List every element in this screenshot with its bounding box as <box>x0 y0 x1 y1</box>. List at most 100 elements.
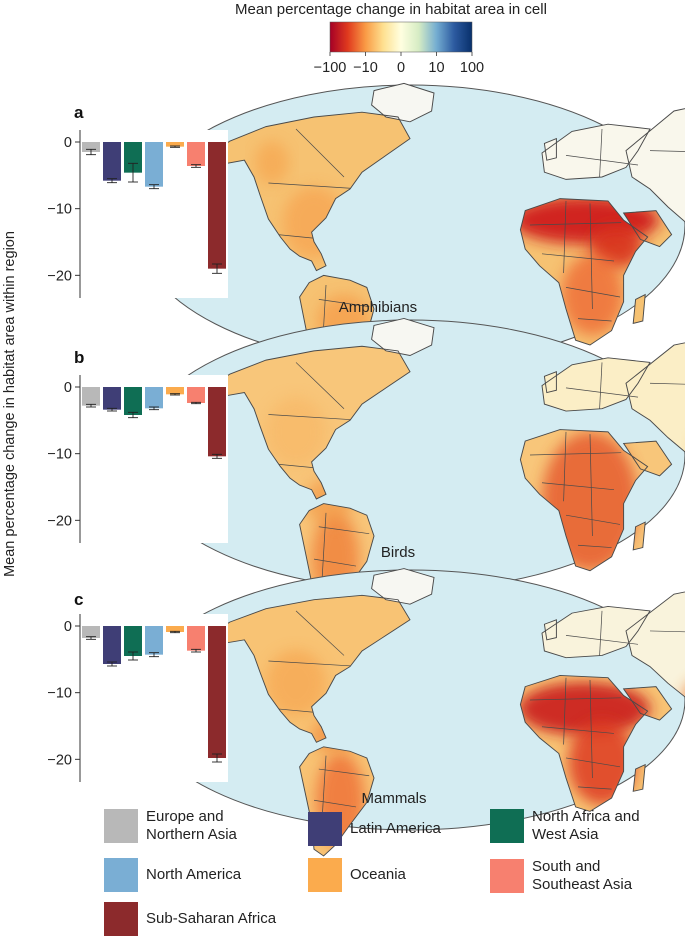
colorbar-tick-label: 0 <box>397 60 405 76</box>
coastline <box>207 594 411 743</box>
legend-label-line: North America <box>146 866 242 883</box>
world-map: Amphibians <box>134 82 685 394</box>
bar <box>208 387 226 457</box>
coastline <box>625 342 685 453</box>
legend-label: Oceania <box>350 866 406 884</box>
border-line <box>318 299 370 307</box>
bar <box>82 387 100 406</box>
land-uk <box>544 138 557 161</box>
border-line <box>599 128 603 178</box>
hotspot <box>266 397 326 467</box>
colorbar <box>329 21 473 53</box>
legend-item: Oceania <box>308 858 406 892</box>
legend-label-line: Europe and <box>146 808 224 825</box>
legend-item: North America <box>104 858 241 892</box>
border-line <box>589 203 593 310</box>
colorbar-tick-label: 10 <box>428 60 444 76</box>
border-line <box>649 630 685 636</box>
border-line <box>541 726 615 734</box>
coastline <box>625 591 685 698</box>
land-europe <box>542 124 650 180</box>
colorbar-title: Mean percentage change in habitat area i… <box>235 1 547 18</box>
y-tick-label: −10 <box>47 447 72 463</box>
y-tick-label: −10 <box>47 686 72 702</box>
border-line <box>649 150 685 156</box>
legend-label: Europe and Northern Asia <box>146 808 237 844</box>
map-label: Amphibians <box>339 299 417 316</box>
bar <box>145 142 163 187</box>
coastline <box>543 619 557 641</box>
border-line <box>577 544 612 548</box>
border-line <box>295 362 345 409</box>
bar <box>103 387 121 410</box>
colorbar-ticks: −100 −10 0 10 100 <box>314 52 484 76</box>
coastline <box>625 108 685 223</box>
coastline <box>543 137 557 161</box>
map-label: Birds <box>381 544 415 561</box>
bar <box>208 142 226 269</box>
bar <box>187 142 205 166</box>
border-line <box>565 287 621 298</box>
bar <box>166 142 184 147</box>
bar-panel-c: c0 −10 −20 <box>47 590 228 782</box>
legend-item: Latin America <box>308 812 441 846</box>
coastline <box>632 763 646 792</box>
land-greenland <box>371 318 434 356</box>
land-greenland <box>371 568 434 605</box>
bar <box>187 387 205 403</box>
bar <box>103 626 121 664</box>
y-tick-label: −10 <box>47 202 72 218</box>
border-line <box>577 786 612 790</box>
bar <box>166 626 184 632</box>
border-line <box>318 526 370 535</box>
border-line <box>268 414 363 421</box>
land-madagascar <box>633 522 646 550</box>
coastline <box>632 293 646 325</box>
coastline <box>543 371 557 394</box>
border-line <box>589 679 593 778</box>
coastline <box>541 357 651 412</box>
border-line <box>565 155 639 166</box>
bar <box>103 142 121 181</box>
legend-label-line: North Africa and <box>532 808 640 825</box>
bar <box>82 142 100 152</box>
border-line <box>268 182 363 190</box>
bar <box>208 626 226 758</box>
coastline <box>207 345 411 500</box>
region-legend: Europe and Northern Asia Latin America Nort… <box>0 808 685 936</box>
bar <box>145 626 163 655</box>
coastline <box>207 111 411 272</box>
coastline <box>519 675 649 812</box>
legend-swatch <box>104 902 138 936</box>
bar <box>82 626 100 638</box>
land-uk <box>544 371 557 393</box>
legend-label: Latin America <box>350 820 441 838</box>
legend-label-line: Southeast Asia <box>532 876 633 893</box>
border-line <box>529 452 622 456</box>
legend-label: North America <box>146 866 241 884</box>
border-line <box>529 697 622 701</box>
legend-label-line: Latin America <box>350 820 441 837</box>
border-line <box>599 610 603 656</box>
legend-swatch <box>490 859 524 893</box>
y-tick-label: −20 <box>47 268 72 284</box>
bar <box>124 142 142 173</box>
coastline <box>371 82 435 123</box>
coastline <box>541 605 651 659</box>
land-uk <box>544 619 557 640</box>
y-axis-label: Mean percentage change in habitat area w… <box>2 231 18 577</box>
y-tick-label: 0 <box>64 380 72 396</box>
hotspot <box>266 649 326 717</box>
coastline <box>622 440 673 477</box>
land-madagascar <box>633 764 646 792</box>
border-line <box>565 757 621 768</box>
border-line <box>529 222 622 226</box>
border-line <box>589 434 593 536</box>
border-line <box>541 253 615 262</box>
legend-item: Sub-Saharan Africa <box>104 902 276 936</box>
border-line <box>599 362 603 409</box>
coastline <box>371 317 435 356</box>
legend-label-line: Sub-Saharan Africa <box>146 910 277 927</box>
legend-label-line: West Asia <box>532 826 599 843</box>
